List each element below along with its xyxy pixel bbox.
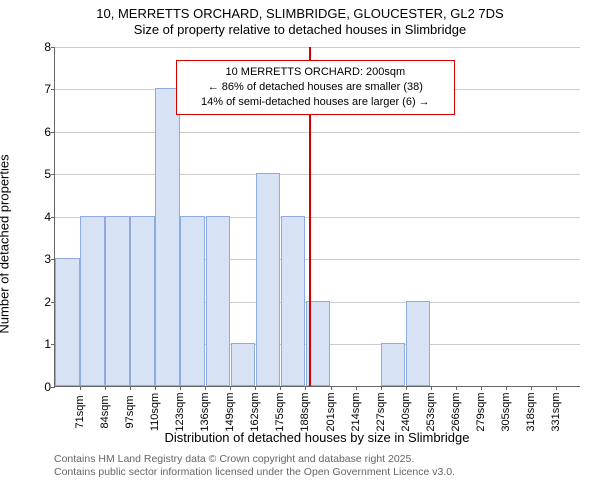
y-tick-label: 0 <box>27 380 51 394</box>
footer-line1: Contains HM Land Registry data © Crown c… <box>54 453 592 467</box>
x-tick-label: 162sqm <box>249 392 261 431</box>
y-tick-label: 5 <box>27 167 51 181</box>
y-tick-mark <box>51 89 55 90</box>
x-tick-label: 123sqm <box>174 392 186 431</box>
chart-title: 10, MERRETTS ORCHARD, SLIMBRIDGE, GLOUCE… <box>0 0 600 39</box>
x-tick-label: 253sqm <box>425 392 437 431</box>
histogram-bar <box>55 258 80 386</box>
x-tick-mark <box>230 386 231 390</box>
x-tick-label: 188sqm <box>299 392 311 431</box>
x-tick-mark <box>556 386 557 390</box>
x-tick-mark <box>305 386 306 390</box>
histogram-bar <box>180 216 205 386</box>
x-tick-label: 227sqm <box>375 392 387 431</box>
x-tick-mark <box>331 386 332 390</box>
x-tick-mark <box>255 386 256 390</box>
x-tick-label: 266sqm <box>450 392 462 431</box>
plot-region: 01234567871sqm84sqm97sqm110sqm123sqm136s… <box>54 47 580 387</box>
x-tick-mark <box>531 386 532 390</box>
annotation-line1: 10 MERRETTS ORCHARD: 200sqm <box>183 65 448 80</box>
y-tick-mark <box>51 387 55 388</box>
y-axis-label: Number of detached properties <box>0 154 12 333</box>
gridline <box>55 47 580 48</box>
histogram-bar <box>381 343 406 386</box>
x-tick-mark <box>80 386 81 390</box>
y-tick-label: 3 <box>27 252 51 266</box>
chart-area: Number of detached properties 0123456787… <box>0 39 600 449</box>
x-axis-label: Distribution of detached houses by size … <box>54 430 580 445</box>
x-tick-mark <box>155 386 156 390</box>
x-tick-label: 97sqm <box>124 395 136 428</box>
y-tick-mark <box>51 132 55 133</box>
y-tick-label: 4 <box>27 210 51 224</box>
histogram-bar <box>155 88 180 386</box>
x-tick-label: 175sqm <box>274 392 286 431</box>
footer-attribution: Contains HM Land Registry data © Crown c… <box>0 449 600 480</box>
x-tick-label: 110sqm <box>149 392 161 430</box>
x-tick-label: 201sqm <box>325 392 337 431</box>
x-tick-label: 318sqm <box>525 392 537 431</box>
x-tick-mark <box>431 386 432 390</box>
x-tick-mark <box>456 386 457 390</box>
x-tick-mark <box>406 386 407 390</box>
y-tick-label: 1 <box>27 337 51 351</box>
y-tick-label: 7 <box>27 82 51 96</box>
gridline <box>55 132 580 133</box>
annotation-line3: 14% of semi-detached houses are larger (… <box>183 95 448 110</box>
title-line1: 10, MERRETTS ORCHARD, SLIMBRIDGE, GLOUCE… <box>0 6 600 22</box>
annotation-box: 10 MERRETTS ORCHARD: 200sqm← 86% of deta… <box>176 60 455 115</box>
annotation-line2: ← 86% of detached houses are smaller (38… <box>183 80 448 95</box>
y-tick-mark <box>51 47 55 48</box>
histogram-bar <box>231 343 256 386</box>
histogram-bar <box>206 216 231 386</box>
histogram-bar <box>406 301 431 386</box>
x-tick-mark <box>105 386 106 390</box>
histogram-bar <box>281 216 306 386</box>
histogram-bar <box>80 216 105 386</box>
x-tick-mark <box>205 386 206 390</box>
x-tick-label: 84sqm <box>99 395 111 428</box>
x-tick-label: 240sqm <box>400 392 412 431</box>
y-tick-label: 6 <box>27 125 51 139</box>
x-tick-mark <box>481 386 482 390</box>
y-tick-mark <box>51 217 55 218</box>
x-tick-label: 149sqm <box>224 392 236 431</box>
x-tick-label: 305sqm <box>500 392 512 431</box>
x-tick-mark <box>280 386 281 390</box>
y-tick-label: 2 <box>27 295 51 309</box>
histogram-bar <box>105 216 130 386</box>
histogram-bar <box>130 216 155 386</box>
footer-line2: Contains public sector information licen… <box>54 466 592 480</box>
x-tick-label: 214sqm <box>350 392 362 431</box>
x-tick-mark <box>381 386 382 390</box>
y-tick-mark <box>51 174 55 175</box>
x-tick-label: 71sqm <box>74 395 86 428</box>
y-tick-label: 8 <box>27 40 51 54</box>
title-line2: Size of property relative to detached ho… <box>0 22 600 38</box>
histogram-bar <box>256 173 281 386</box>
x-tick-mark <box>130 386 131 390</box>
x-tick-mark <box>506 386 507 390</box>
x-tick-mark <box>356 386 357 390</box>
gridline <box>55 174 580 175</box>
x-tick-label: 279sqm <box>475 392 487 431</box>
x-tick-label: 331sqm <box>550 392 562 431</box>
x-tick-label: 136sqm <box>199 392 211 431</box>
x-tick-mark <box>180 386 181 390</box>
